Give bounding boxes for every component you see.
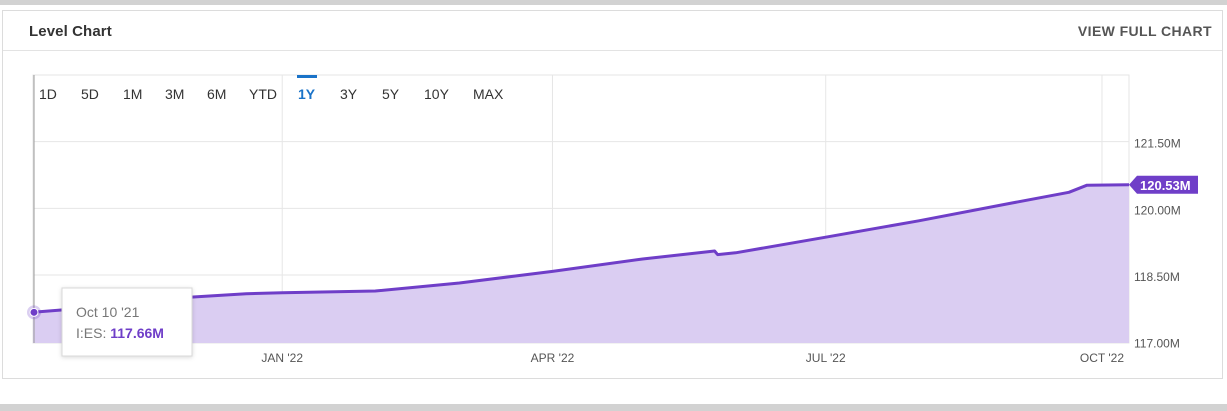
- y-tick-label: 121.50M: [1134, 137, 1181, 151]
- range-10y[interactable]: 10Y: [424, 86, 450, 102]
- tooltip: Oct 10 '21 I:ES: 117.66M: [61, 287, 193, 357]
- range-3y[interactable]: 3Y: [340, 86, 358, 102]
- tooltip-value: 117.66M: [110, 325, 164, 341]
- range-label: 5D: [81, 86, 99, 102]
- series-area-i-es: [33, 184, 1129, 343]
- tooltip-series-label: I:ES:: [76, 325, 110, 341]
- range-1d[interactable]: 1D: [39, 86, 57, 102]
- range-label: 1D: [39, 86, 57, 102]
- range-max[interactable]: MAX: [473, 86, 504, 102]
- hover-point[interactable]: [29, 307, 39, 317]
- bottom-band: [0, 404, 1227, 411]
- range-label: 10Y: [424, 86, 450, 102]
- range-6m[interactable]: 6M: [207, 86, 226, 102]
- range-label: 1Y: [298, 86, 316, 102]
- view-full-chart-link[interactable]: VIEW FULL CHART: [1077, 23, 1212, 39]
- panel-title: Level Chart: [29, 23, 112, 40]
- range-label: 1M: [123, 86, 142, 102]
- x-tick-label: JAN '22: [261, 351, 303, 365]
- range-label: YTD: [249, 86, 277, 102]
- last-value-badge: [1129, 175, 1198, 194]
- y-tick-label: 118.50M: [1134, 270, 1180, 284]
- range-label: 6M: [207, 86, 226, 102]
- range-label: MAX: [473, 86, 504, 102]
- range-3m[interactable]: 3M: [165, 86, 184, 102]
- range-1y[interactable]: 1Y: [297, 75, 317, 102]
- panel-header: Level Chart VIEW FULL CHART: [3, 11, 1222, 51]
- top-band: [0, 0, 1227, 5]
- range-5d[interactable]: 5D: [81, 86, 99, 102]
- x-tick-label: OCT '22: [1080, 351, 1124, 365]
- x-tick-label: JUL '22: [806, 351, 846, 365]
- y-tick-label: 117.00M: [1134, 337, 1180, 351]
- tooltip-series: I:ES: 117.66M: [76, 325, 164, 341]
- tooltip-box: [61, 287, 193, 357]
- last-value-label: 120.53M: [1140, 178, 1191, 193]
- active-range-indicator: [297, 75, 317, 78]
- range-1m[interactable]: 1M: [123, 86, 142, 102]
- tooltip-date: Oct 10 '21: [76, 304, 140, 320]
- range-5y[interactable]: 5Y: [382, 86, 400, 102]
- series-line-i-es: [32, 183, 1130, 314]
- range-label: 3M: [165, 86, 184, 102]
- x-tick-label: APR '22: [531, 351, 575, 365]
- range-label: 3Y: [340, 86, 358, 102]
- y-tick-label: 120.00M: [1134, 203, 1181, 217]
- range-ytd[interactable]: YTD: [249, 86, 277, 102]
- range-label: 5Y: [382, 86, 400, 102]
